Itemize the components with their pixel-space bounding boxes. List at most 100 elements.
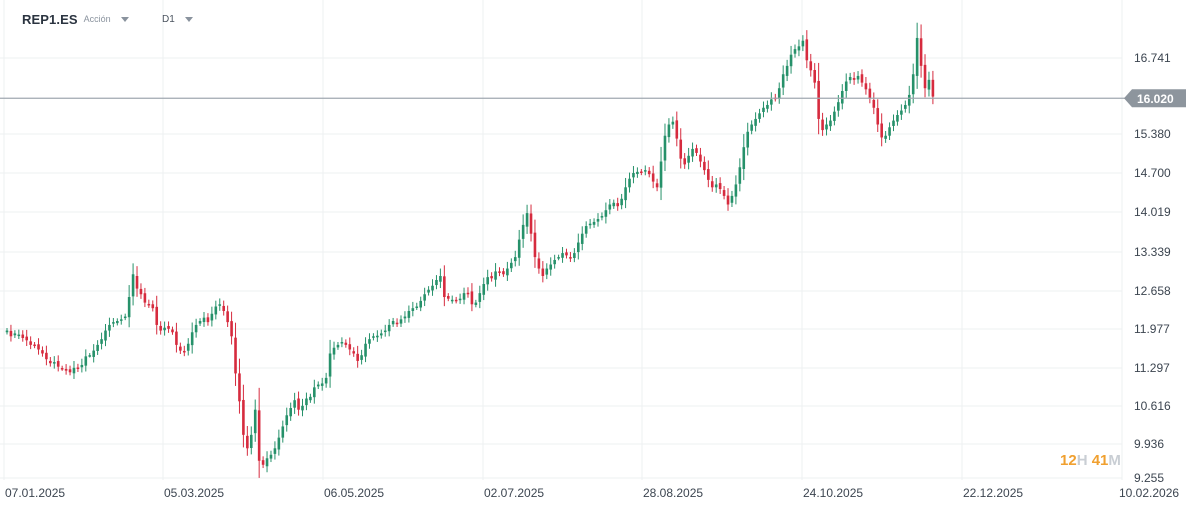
candle-up[interactable]: [320, 383, 324, 386]
candle-up[interactable]: [427, 289, 430, 293]
candle-up[interactable]: [194, 324, 198, 333]
candle-up[interactable]: [785, 65, 789, 76]
candle-up[interactable]: [92, 350, 95, 357]
candle-up[interactable]: [415, 306, 419, 309]
candle-down[interactable]: [68, 369, 72, 373]
candle-up[interactable]: [411, 308, 415, 311]
candle-down[interactable]: [699, 154, 702, 162]
candle-down[interactable]: [860, 74, 864, 83]
candle-up[interactable]: [801, 40, 805, 47]
candle-up[interactable]: [486, 277, 489, 285]
candle-down[interactable]: [222, 305, 225, 311]
candle-up[interactable]: [127, 297, 131, 318]
candle-down[interactable]: [864, 83, 868, 90]
candle-down[interactable]: [167, 326, 170, 329]
candle-down[interactable]: [541, 268, 545, 276]
candle-up[interactable]: [391, 321, 395, 325]
candle-up[interactable]: [797, 46, 801, 51]
candle-up[interactable]: [907, 94, 911, 106]
candle-up[interactable]: [332, 347, 336, 355]
candle-down[interactable]: [45, 352, 48, 360]
candle-up[interactable]: [506, 268, 509, 276]
candle-down[interactable]: [813, 70, 816, 83]
candle-up[interactable]: [573, 253, 576, 259]
candle-up[interactable]: [848, 77, 852, 81]
candle-up[interactable]: [198, 321, 202, 324]
candle-down[interactable]: [675, 120, 679, 139]
candle-up[interactable]: [577, 242, 580, 253]
candle-down[interactable]: [348, 344, 352, 350]
candle-down[interactable]: [179, 346, 182, 351]
candle-up[interactable]: [588, 223, 592, 226]
candle-down[interactable]: [703, 161, 706, 171]
candle-up[interactable]: [596, 219, 600, 222]
candle-up[interactable]: [316, 384, 320, 387]
candle-up[interactable]: [435, 280, 438, 286]
candle-down[interactable]: [616, 203, 619, 207]
candle-up[interactable]: [285, 415, 289, 426]
candle-up[interactable]: [104, 330, 107, 341]
candle-up[interactable]: [557, 257, 560, 259]
candle-up[interactable]: [190, 332, 194, 346]
candle-down[interactable]: [261, 460, 265, 465]
candle-down[interactable]: [155, 306, 159, 325]
candle-up[interactable]: [116, 321, 119, 324]
candle-down[interactable]: [490, 276, 493, 279]
candle-up[interactable]: [643, 170, 647, 172]
candle-down[interactable]: [246, 435, 249, 449]
candle-up[interactable]: [336, 344, 340, 348]
candle-up[interactable]: [545, 268, 549, 275]
candle-down[interactable]: [821, 119, 824, 131]
candle-up[interactable]: [777, 88, 781, 99]
candle-up[interactable]: [888, 127, 891, 136]
candle-up[interactable]: [281, 426, 285, 438]
candle-up[interactable]: [368, 339, 371, 344]
candle-down[interactable]: [238, 373, 241, 402]
candle-down[interactable]: [872, 99, 876, 108]
candle-up[interactable]: [687, 155, 690, 163]
candle-up[interactable]: [84, 356, 88, 366]
candle-down[interactable]: [297, 398, 300, 410]
candle-down[interactable]: [147, 303, 151, 306]
candle-down[interactable]: [25, 336, 28, 341]
candle-up[interactable]: [632, 173, 635, 178]
candle-up[interactable]: [844, 81, 848, 92]
candle-up[interactable]: [592, 221, 596, 225]
candle-up[interactable]: [214, 306, 218, 315]
candle-up[interactable]: [663, 135, 667, 161]
candle-up[interactable]: [450, 299, 454, 302]
candle-up[interactable]: [123, 316, 127, 319]
candle-up[interactable]: [600, 216, 604, 218]
candle-up[interactable]: [403, 316, 407, 319]
candle-up[interactable]: [833, 111, 836, 121]
candle-down[interactable]: [175, 331, 178, 345]
candle-down[interactable]: [230, 321, 233, 337]
candle-up[interactable]: [328, 353, 332, 377]
candle-down[interactable]: [151, 304, 155, 309]
candle-down[interactable]: [852, 78, 856, 80]
candle-up[interactable]: [624, 187, 627, 201]
candle-down[interactable]: [805, 39, 809, 61]
candle-down[interactable]: [919, 38, 923, 66]
candle-up[interactable]: [372, 336, 375, 338]
candle-up[interactable]: [734, 184, 738, 197]
candle-up[interactable]: [478, 293, 482, 302]
candle-down[interactable]: [647, 170, 651, 175]
candle-up[interactable]: [584, 226, 588, 234]
candle-down[interactable]: [876, 108, 880, 125]
candle-down[interactable]: [135, 275, 139, 289]
candle-up[interactable]: [620, 198, 623, 206]
candle-down[interactable]: [931, 79, 935, 97]
candle-down[interactable]: [356, 353, 359, 361]
candle-down[interactable]: [655, 183, 659, 188]
candle-down[interactable]: [923, 64, 927, 89]
candle-down[interactable]: [171, 329, 174, 333]
candle-down[interactable]: [352, 351, 356, 354]
candle-down[interactable]: [76, 367, 80, 369]
candle-up[interactable]: [517, 239, 521, 258]
candle-up[interactable]: [253, 409, 257, 434]
candle-down[interactable]: [651, 173, 655, 182]
candle-up[interactable]: [825, 124, 828, 130]
candle-down[interactable]: [395, 322, 399, 325]
candle-up[interactable]: [202, 317, 206, 323]
